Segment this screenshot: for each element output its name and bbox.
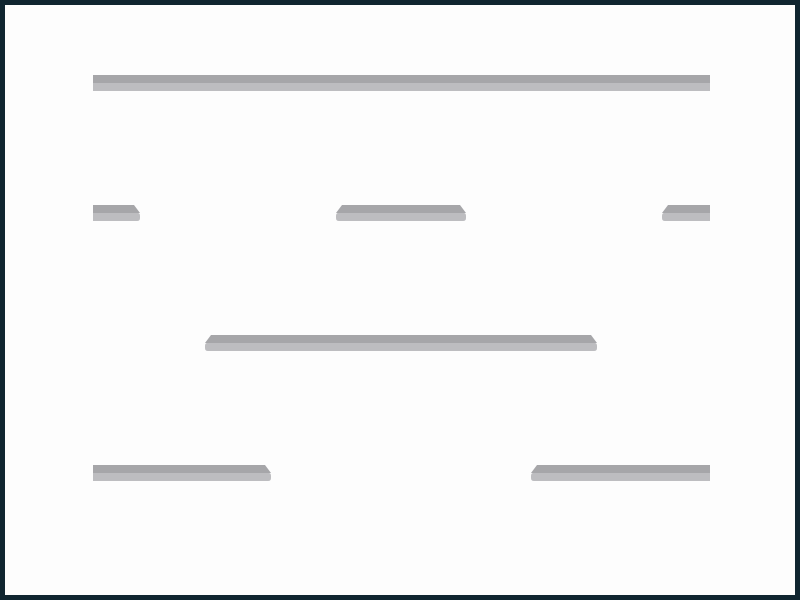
platform-bottom-face [336,213,466,221]
platform-shape [531,465,710,481]
platform-row-2-center [336,205,466,221]
platform-top-face [336,205,466,213]
platform-shape [93,75,710,91]
platform-row-2-left [93,205,140,221]
platform-row-3-center [205,335,597,351]
platform-bottom-face [662,213,710,221]
platform-shape [205,335,597,351]
platform-bottom-face [93,473,271,481]
platform-row-1-full [93,75,710,91]
platform-top-face [531,465,710,473]
platform-shape [662,205,710,221]
platform-bottom-face [93,213,140,221]
platform-shape [93,205,140,221]
platform-top-face [662,205,710,213]
platform-row-2-right [662,205,710,221]
platform-row-4-left [93,465,271,481]
platform-top-face [93,75,710,83]
platform-row-4-right [531,465,710,481]
platform-top-face [93,465,271,473]
platform-bottom-face [205,343,597,351]
platform-top-face [93,205,140,213]
platform-shape [93,465,271,481]
platform-top-face [205,335,597,343]
platform-shape [336,205,466,221]
platform-bottom-face [531,473,710,481]
platform-bottom-face [93,83,710,91]
